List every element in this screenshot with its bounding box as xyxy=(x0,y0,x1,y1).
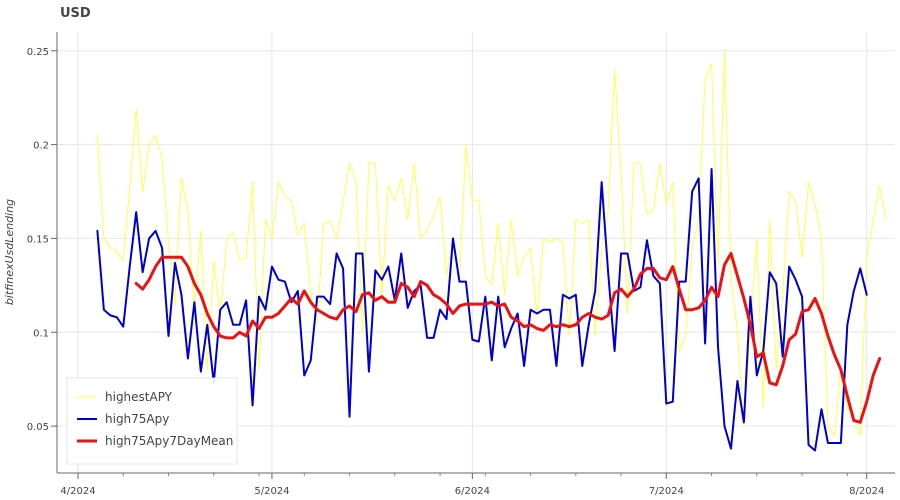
legend-box xyxy=(66,377,238,465)
legend: highestAPY high75Apy high75Apy7DayMean xyxy=(66,377,238,465)
x-tick-label: 5/2024 xyxy=(254,486,289,497)
series-line-high75Apy7DayMean xyxy=(134,251,882,424)
chart-title: USD xyxy=(60,6,91,21)
legend-label: high75Apy7DayMean xyxy=(105,434,233,448)
legend-label: high75Apy xyxy=(105,412,169,426)
x-tick-label: 4/2024 xyxy=(60,486,95,497)
series-line-high75Apy xyxy=(96,167,868,452)
x-tick-label: 6/2024 xyxy=(455,486,490,497)
legend-label: highestAPY xyxy=(105,390,173,404)
y-tick-label: 0.2 xyxy=(33,141,49,152)
y-tick-label: 0.25 xyxy=(27,47,49,58)
y-tick-label: 0.1 xyxy=(33,328,49,339)
axes-layer: 0.05 0.1 0.15 0.2 0.25 4/2024 5/2024 6/2024 7/20… xyxy=(27,32,895,497)
y-tick-label: 0.15 xyxy=(27,234,49,245)
x-tick-label: 7/2024 xyxy=(649,486,684,497)
x-tick-label: 8/2024 xyxy=(849,486,884,497)
series-layer xyxy=(96,50,887,452)
y-tick-label: 0.05 xyxy=(27,422,49,433)
series-line-highestAPY xyxy=(96,50,887,436)
y-axis-title: bitfinexUsdLending xyxy=(3,199,16,305)
